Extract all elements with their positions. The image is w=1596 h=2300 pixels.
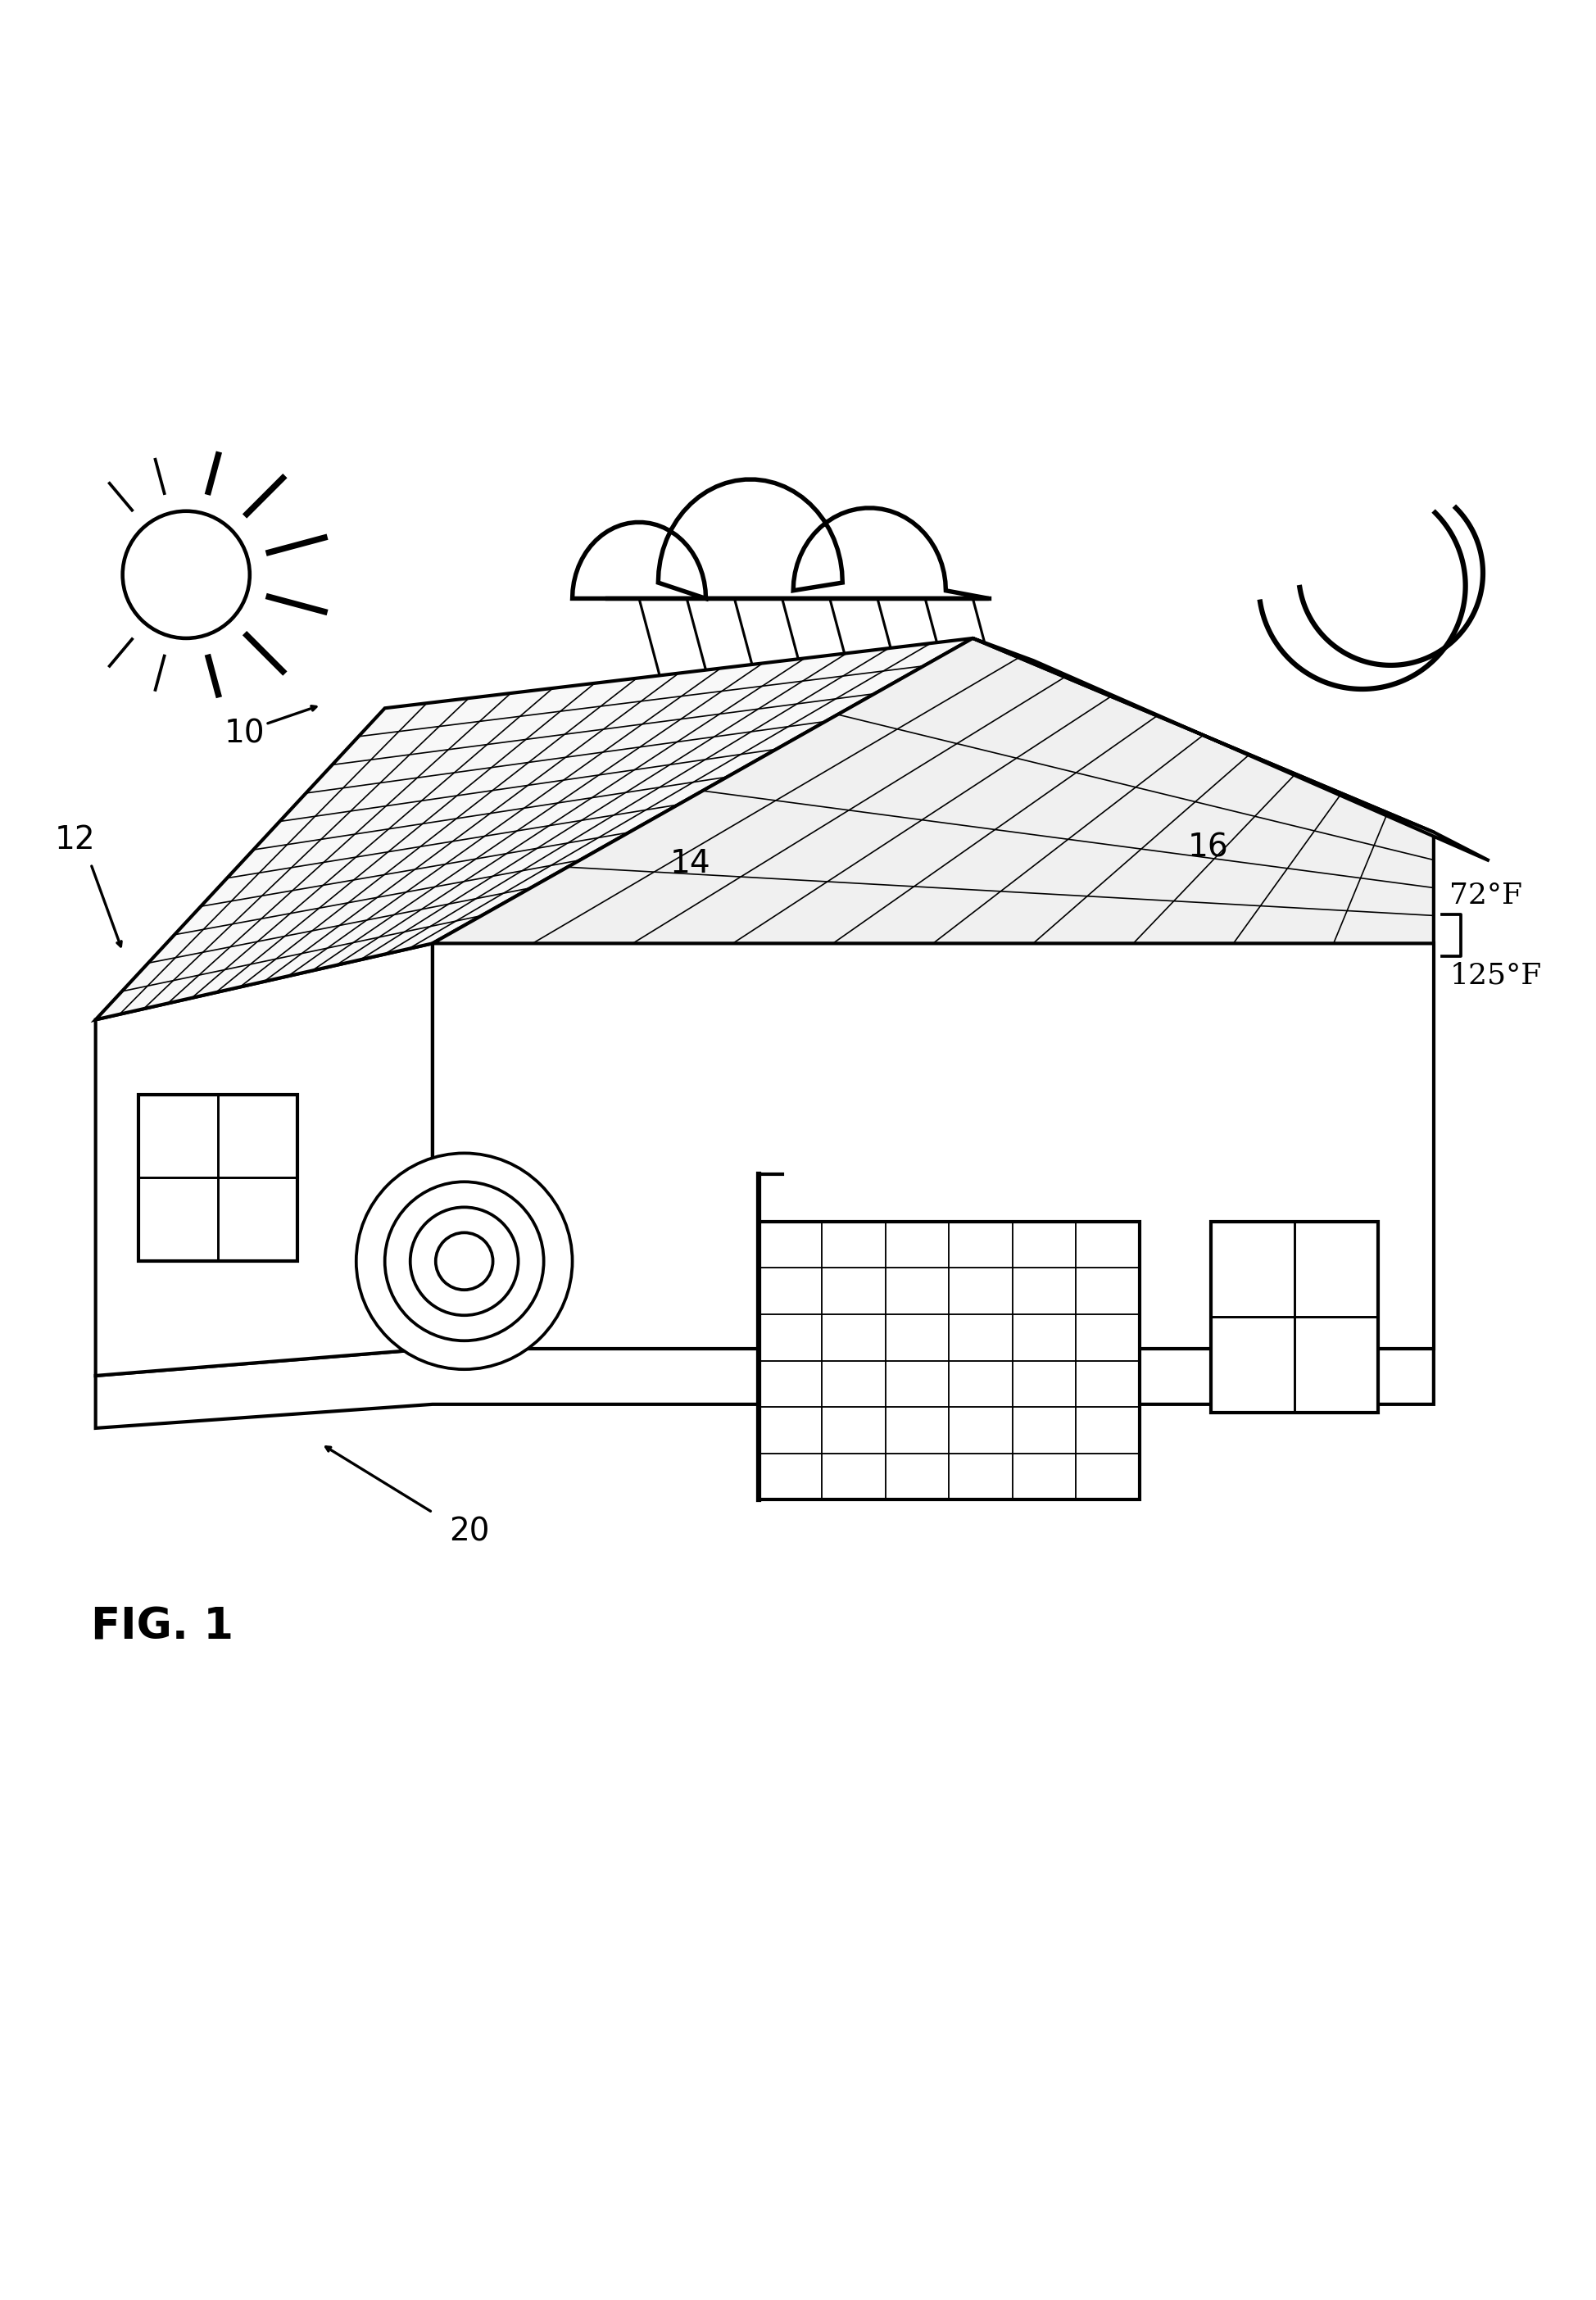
Text: 20: 20 — [448, 1516, 490, 1548]
Text: FIG. 1: FIG. 1 — [91, 1605, 233, 1649]
Circle shape — [410, 1208, 519, 1316]
Polygon shape — [433, 943, 1433, 1348]
Polygon shape — [974, 637, 1489, 860]
Text: 12: 12 — [54, 823, 96, 856]
Polygon shape — [433, 637, 1433, 943]
Bar — [758, 1221, 1140, 1500]
Text: 14: 14 — [670, 849, 710, 879]
Polygon shape — [96, 943, 433, 1375]
Text: 72°F: 72°F — [1449, 881, 1523, 909]
Polygon shape — [573, 478, 988, 598]
Bar — [1211, 1221, 1377, 1412]
Circle shape — [356, 1152, 573, 1368]
Text: 16: 16 — [1187, 833, 1229, 862]
Polygon shape — [96, 637, 974, 1019]
Circle shape — [385, 1182, 544, 1341]
Polygon shape — [96, 1348, 1433, 1428]
Bar — [139, 1095, 297, 1260]
Circle shape — [436, 1233, 493, 1290]
Text: 125°F: 125°F — [1449, 961, 1542, 989]
Text: 10: 10 — [225, 718, 265, 750]
